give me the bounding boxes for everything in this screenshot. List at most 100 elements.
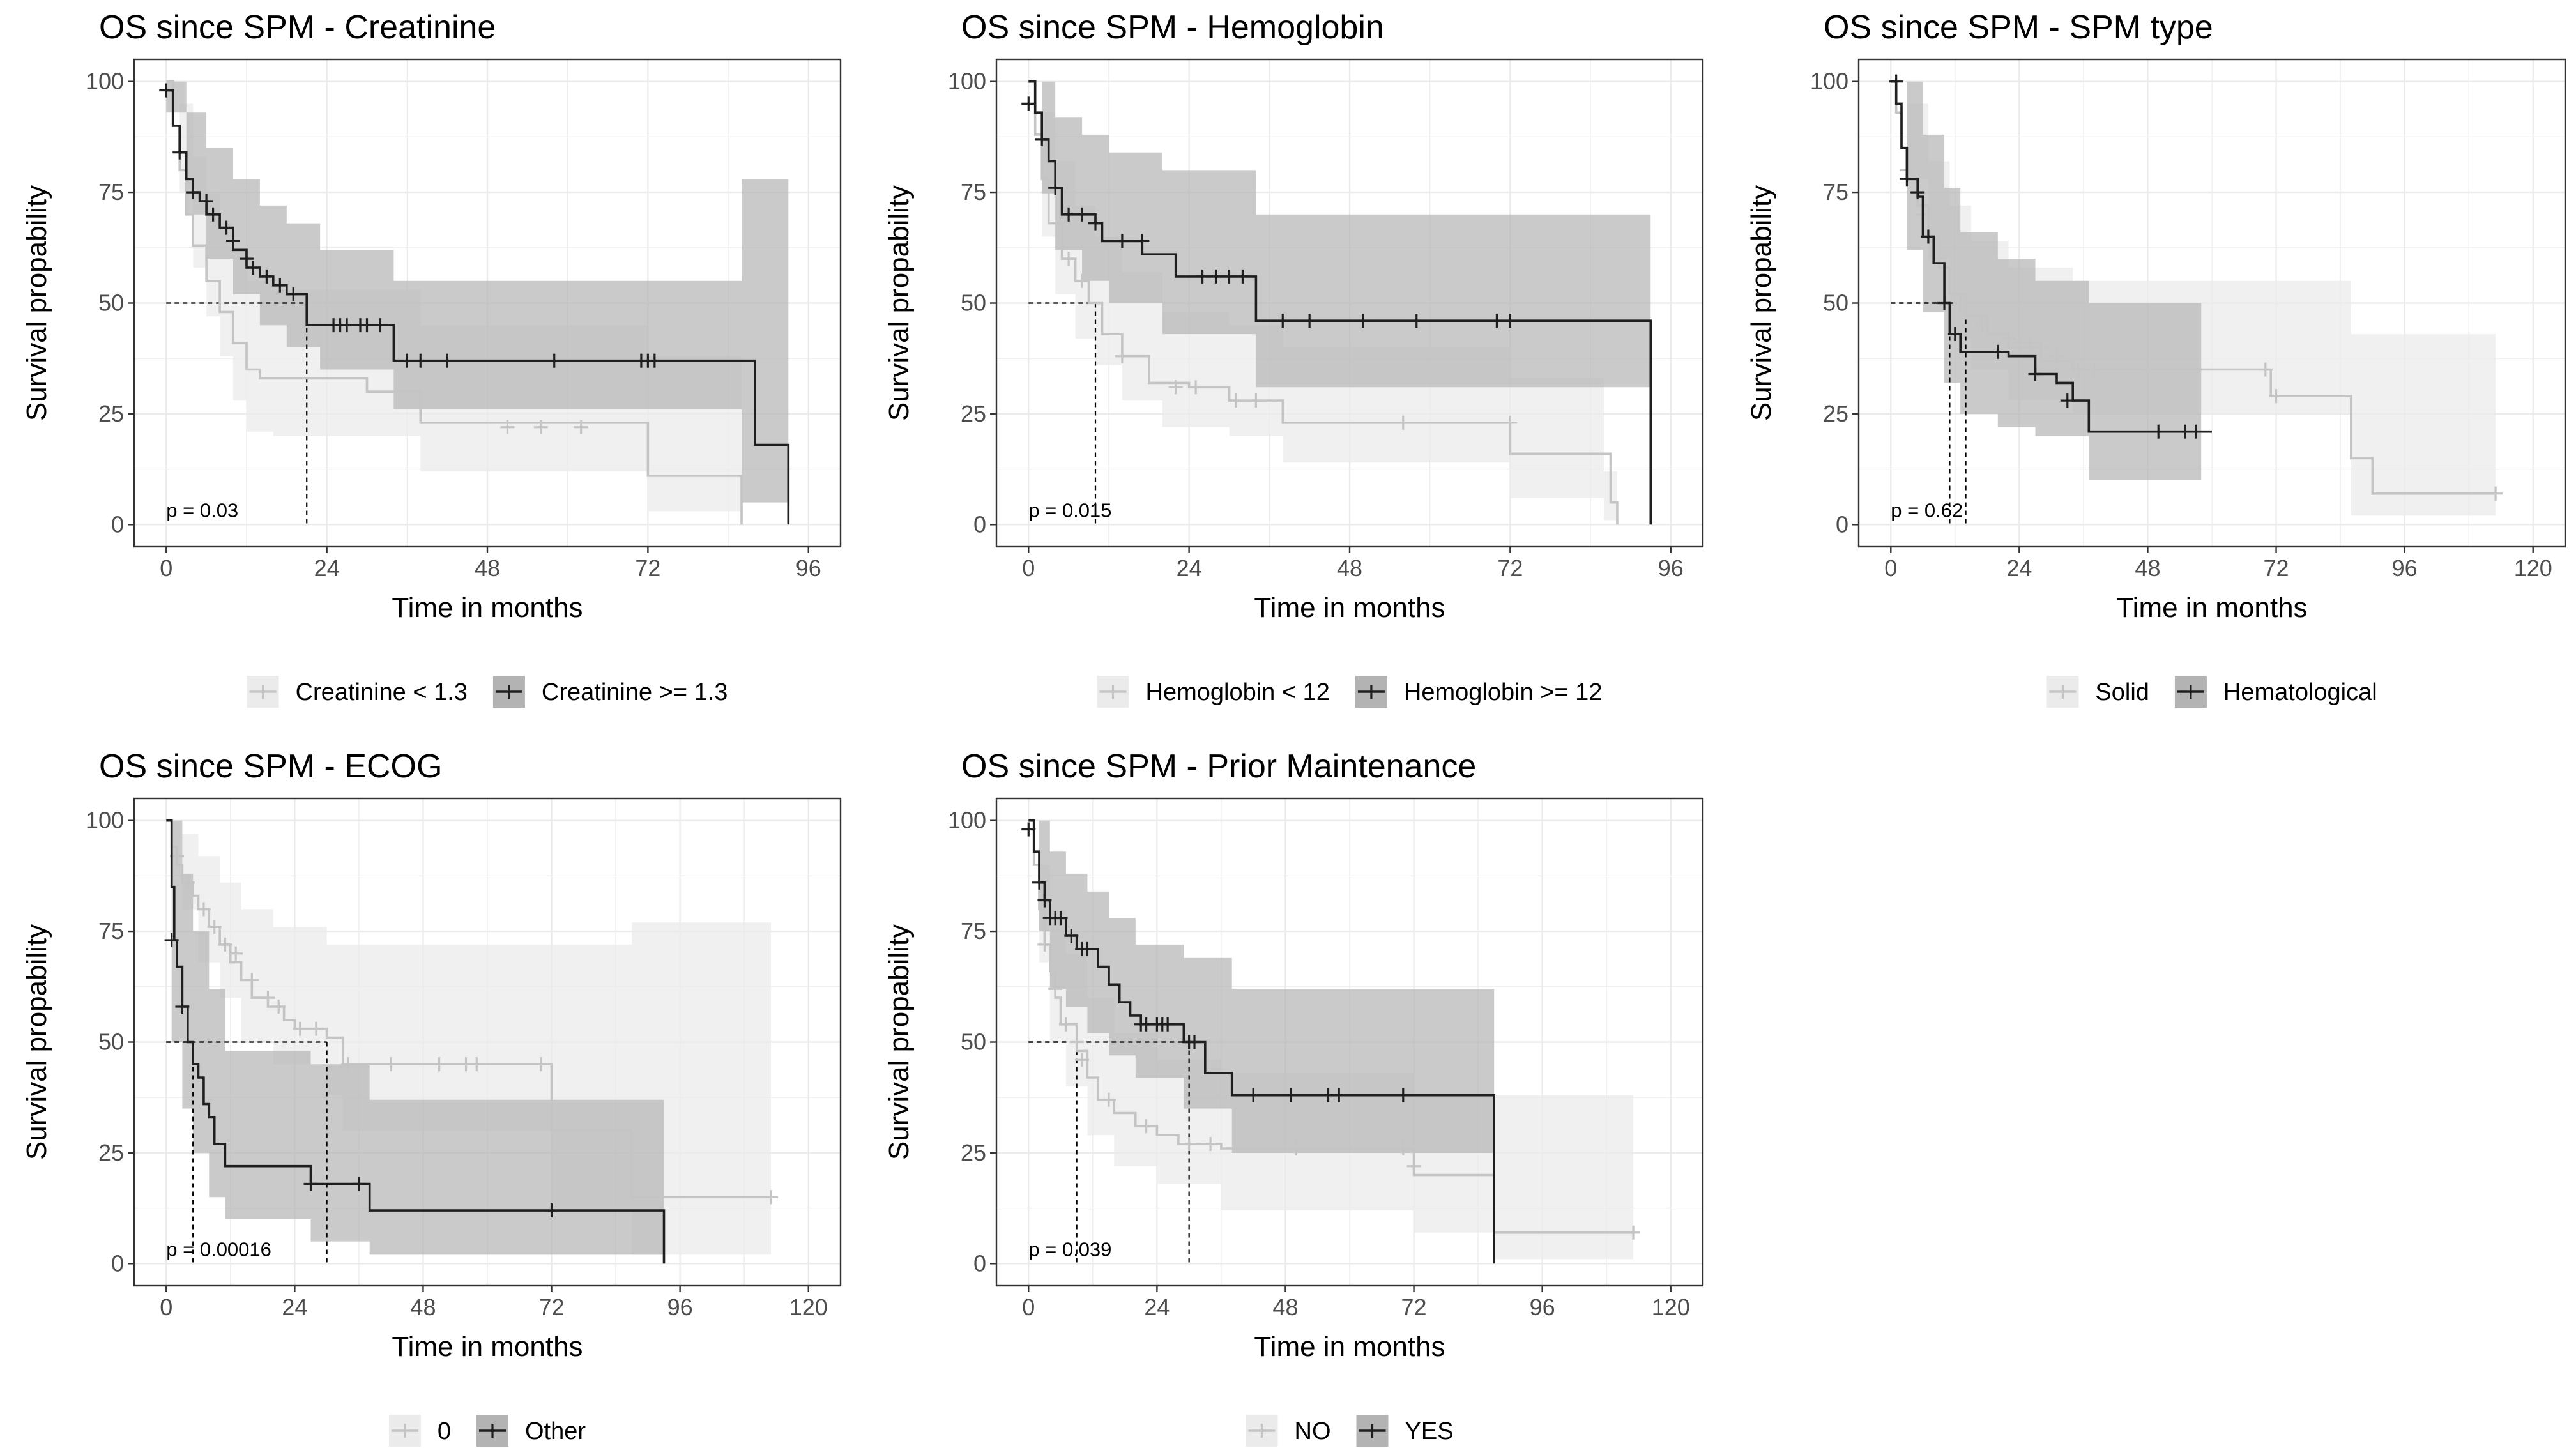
x-tick-label: 48: [1272, 1294, 1298, 1320]
legend-item: YES: [1356, 1415, 1454, 1447]
censor-mark: [533, 420, 548, 434]
censor-mark: [2151, 424, 2166, 439]
y-tick-label: 50: [1823, 290, 1848, 316]
survival-curve: [1028, 819, 1634, 1234]
x-tick-label: 96: [1658, 555, 1684, 581]
censor-mark: [1947, 327, 1962, 342]
censor-mark: [1490, 314, 1504, 328]
y-tick-label: 50: [98, 290, 124, 316]
censor-mark: [2071, 362, 2085, 377]
censor-mark: [172, 145, 187, 160]
x-tick-label: 48: [1337, 555, 1362, 581]
censor-mark: [1115, 349, 1129, 363]
censor-mark: [1900, 172, 1914, 187]
censor-mark: [1302, 314, 1317, 328]
censor-mark: [1974, 318, 1989, 333]
censor-mark: [1208, 269, 1223, 284]
censor-mark: [574, 420, 588, 434]
censor-mark: [1289, 1141, 1304, 1155]
censor-mark: [1396, 415, 1410, 430]
x-tick-label: 72: [1497, 555, 1523, 581]
x-tick-label: 48: [475, 555, 500, 581]
x-axis-title: Time in months: [2116, 592, 2307, 623]
km-panel: p = 0.00016 0 25 50 75 100 0 24 48 72 96 120 OS sinc…: [21, 748, 842, 1447]
censor-mark: [1088, 216, 1103, 231]
legend-label: YES: [1405, 1418, 1454, 1445]
censor-mark: [206, 207, 220, 222]
censor-mark: [1246, 1088, 1261, 1102]
x-tick-label: 48: [410, 1294, 436, 1320]
x-tick-label: 48: [2135, 555, 2160, 581]
legend-label: Creatinine >= 1.3: [542, 679, 728, 706]
censor-mark: [2001, 331, 2016, 346]
censor-mark: [360, 318, 374, 333]
censor-mark: [1889, 74, 1903, 89]
censor-mark: [400, 353, 415, 368]
censor-mark: [533, 1057, 548, 1072]
censor-mark: [259, 269, 274, 284]
censor-mark: [1075, 1053, 1090, 1067]
x-tick-label: 0: [160, 1294, 172, 1320]
x-tick-label: 120: [2514, 555, 2552, 581]
censor-mark: [246, 261, 261, 275]
censor-mark: [2258, 362, 2273, 377]
censor-mark: [2087, 362, 2101, 377]
y-tick-label: 75: [961, 918, 986, 944]
x-tick-label: 24: [1177, 555, 1202, 581]
censor-mark: [219, 220, 234, 235]
confidence-band: [166, 820, 664, 1264]
censor-mark: [500, 420, 515, 434]
censor-mark: [1503, 415, 1518, 430]
censor-mark: [2188, 424, 2203, 439]
censor-mark: [1135, 234, 1150, 248]
censor-mark: [1035, 132, 1049, 146]
y-tick-label: 50: [98, 1029, 124, 1055]
km-panel: p = 0.03 0 25 50 75 100 0 24 48 72 96 OS since SPM …: [21, 9, 842, 708]
km-panel: p = 0.015 0 25 50 75 100 0 24 48 72 96 OS since SPM…: [883, 9, 1704, 708]
legend: Creatinine < 1.3 Creatinine >= 1.3: [247, 676, 728, 708]
censor-mark: [1058, 1017, 1073, 1032]
y-tick-label: 0: [111, 511, 124, 537]
censor-mark: [2488, 486, 2503, 501]
x-tick-label: 0: [1022, 555, 1035, 581]
censor-mark: [1332, 1088, 1346, 1102]
x-tick-label: 0: [160, 555, 172, 581]
p-value: p = 0.00016: [166, 1238, 271, 1260]
legend-label: Creatinine < 1.3: [296, 679, 468, 706]
x-tick-label: 0: [1022, 1294, 1035, 1320]
y-tick-label: 50: [961, 1029, 986, 1055]
censor-mark: [1064, 929, 1079, 943]
y-tick-label: 100: [86, 68, 124, 95]
legend-label: Solid: [2095, 679, 2149, 706]
x-tick-label: 24: [1144, 1294, 1170, 1320]
censor-mark: [1075, 207, 1090, 222]
censor-mark: [159, 83, 174, 98]
censor-mark: [293, 1021, 307, 1036]
censor-mark: [1139, 1119, 1154, 1134]
censor-mark: [1235, 269, 1250, 284]
p-value: p = 0.015: [1028, 499, 1111, 521]
censor-mark: [2028, 367, 2043, 381]
censor-mark: [199, 194, 214, 208]
censor-mark: [1189, 380, 1203, 395]
censor-mark: [469, 1057, 484, 1072]
confidence-band: [1028, 81, 1651, 525]
y-tick-label: 0: [973, 1250, 986, 1276]
legend: Solid Hematological: [2046, 676, 2377, 708]
censor-mark: [1503, 314, 1518, 328]
censor-mark: [1187, 1035, 1202, 1049]
censor-mark: [2023, 335, 2038, 350]
censor-mark: [1037, 937, 1052, 952]
confidence-band: [1028, 81, 1617, 525]
censor-mark: [207, 920, 222, 934]
y-axis-title: Survival propability: [21, 185, 52, 421]
p-value: p = 0.039: [1028, 1238, 1111, 1260]
censor-mark: [1062, 252, 1076, 266]
censor-mark: [1062, 207, 1076, 222]
censor-mark: [1168, 380, 1183, 395]
legend-item: NO: [1246, 1415, 1331, 1447]
confidence-band: [1891, 81, 2496, 516]
censor-mark: [196, 902, 211, 917]
censor-mark: [1396, 1141, 1410, 1155]
x-axis-title: Time in months: [392, 592, 583, 623]
